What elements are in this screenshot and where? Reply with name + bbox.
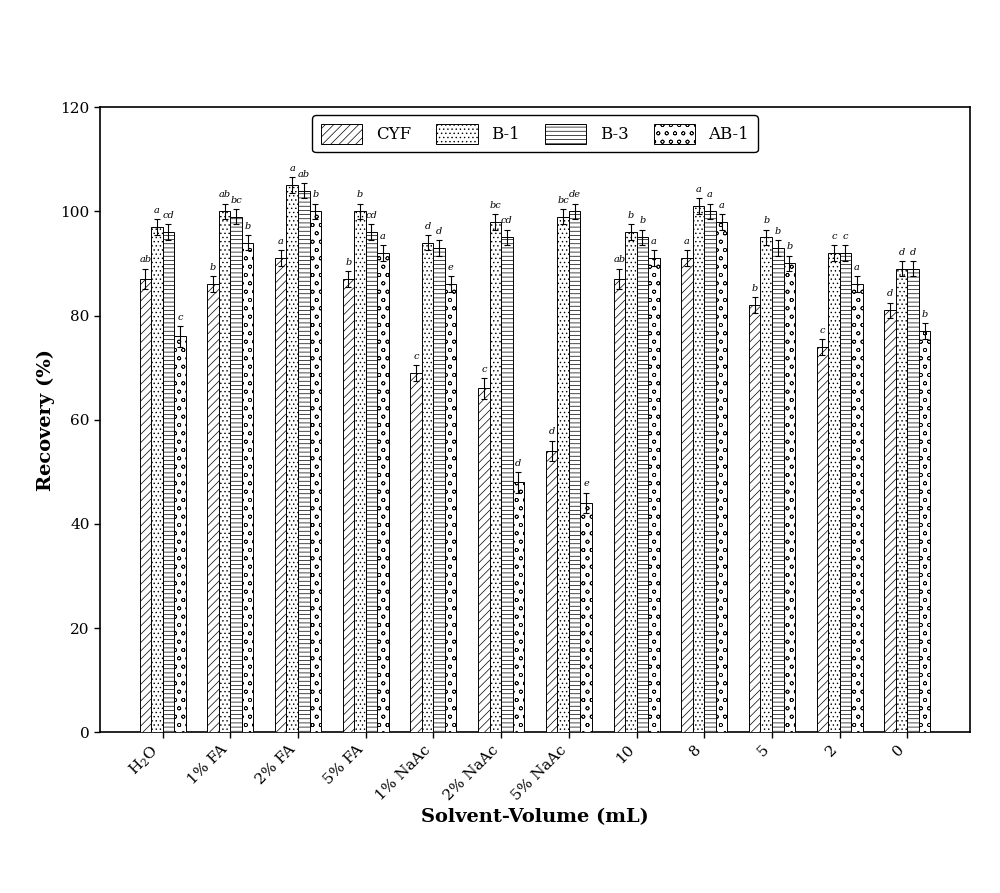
Bar (693, 206, 704, 732)
Text: b: b (345, 258, 352, 267)
Legend: CYF, B-1, B-3, AB-1: CYF, B-1, B-3, AB-1 (312, 115, 758, 153)
Text: d: d (515, 459, 522, 468)
Bar (907, 269, 919, 732)
Bar (546, 451, 557, 732)
Bar (310, 212, 321, 732)
Text: bc: bc (230, 196, 242, 204)
Bar (919, 331, 930, 732)
Text: b: b (775, 227, 781, 236)
Bar (163, 232, 174, 732)
Text: e: e (583, 480, 589, 488)
Bar (219, 212, 230, 732)
Text: b: b (244, 221, 251, 230)
Bar (704, 212, 716, 732)
Text: b: b (752, 284, 758, 293)
Text: c: c (177, 313, 183, 321)
Text: c: c (481, 365, 487, 374)
Text: a: a (651, 238, 657, 246)
Bar (840, 253, 851, 732)
Text: d: d (899, 247, 905, 256)
Text: b: b (763, 216, 769, 225)
Text: b: b (357, 190, 363, 199)
Text: b: b (628, 212, 634, 221)
Text: de: de (569, 190, 581, 199)
Bar (716, 221, 727, 732)
Text: a: a (278, 238, 284, 246)
Bar (478, 388, 490, 732)
Bar (422, 243, 433, 732)
Text: a: a (719, 201, 724, 210)
Bar (896, 269, 907, 732)
Text: d: d (425, 221, 431, 230)
Bar (513, 482, 524, 732)
Bar (298, 190, 310, 732)
Bar (490, 221, 501, 732)
Text: c: c (413, 352, 419, 361)
Text: a: a (707, 190, 713, 199)
Text: a: a (154, 206, 160, 215)
Text: a: a (380, 232, 386, 241)
Bar (828, 253, 840, 732)
Bar (275, 258, 286, 732)
Bar (151, 227, 163, 732)
Text: d: d (887, 289, 893, 298)
Text: a: a (854, 263, 860, 272)
Text: c: c (831, 232, 837, 241)
Bar (772, 247, 784, 732)
Text: ab: ab (613, 255, 625, 264)
Text: ab: ab (139, 255, 151, 264)
Bar (784, 263, 795, 732)
Bar (557, 217, 569, 732)
Y-axis label: Recovery (%): Recovery (%) (37, 348, 55, 491)
Bar (207, 284, 219, 732)
Text: b: b (786, 243, 792, 252)
Text: bc: bc (557, 196, 569, 204)
Text: bc: bc (490, 201, 501, 210)
Bar (625, 232, 637, 732)
X-axis label: Solvent-Volume (mL): Solvent-Volume (mL) (421, 808, 649, 826)
Bar (230, 217, 242, 732)
Text: b: b (922, 310, 928, 319)
Text: c: c (820, 326, 825, 335)
Bar (817, 346, 828, 732)
Bar (140, 279, 151, 732)
Bar (884, 311, 896, 732)
Bar (354, 212, 366, 732)
Bar (445, 284, 456, 732)
Text: cd: cd (501, 216, 513, 225)
Bar (569, 212, 580, 732)
Text: c: c (843, 232, 848, 241)
Bar (174, 337, 186, 732)
Text: d: d (548, 428, 555, 437)
Text: d: d (910, 247, 916, 256)
Bar (501, 238, 513, 732)
Bar (580, 503, 592, 732)
Text: ab: ab (218, 190, 231, 199)
Bar (749, 305, 760, 732)
Text: d: d (436, 227, 442, 236)
Bar (851, 284, 863, 732)
Text: ab: ab (298, 170, 310, 179)
Bar (614, 279, 625, 732)
Text: b: b (312, 190, 318, 199)
Bar (681, 258, 693, 732)
Bar (648, 258, 660, 732)
Bar (286, 186, 298, 732)
Bar (410, 373, 422, 732)
Text: b: b (210, 263, 216, 272)
Bar (242, 243, 253, 732)
Text: a: a (289, 164, 295, 173)
Bar (433, 247, 445, 732)
Bar (760, 238, 772, 732)
Bar (343, 279, 354, 732)
Bar (366, 232, 377, 732)
Bar (377, 253, 389, 732)
Bar (637, 238, 648, 732)
Text: a: a (684, 238, 690, 246)
Text: e: e (448, 263, 454, 272)
Text: a: a (696, 185, 701, 194)
Text: cd: cd (162, 212, 174, 221)
Text: cd: cd (366, 212, 377, 221)
Text: b: b (639, 216, 645, 225)
